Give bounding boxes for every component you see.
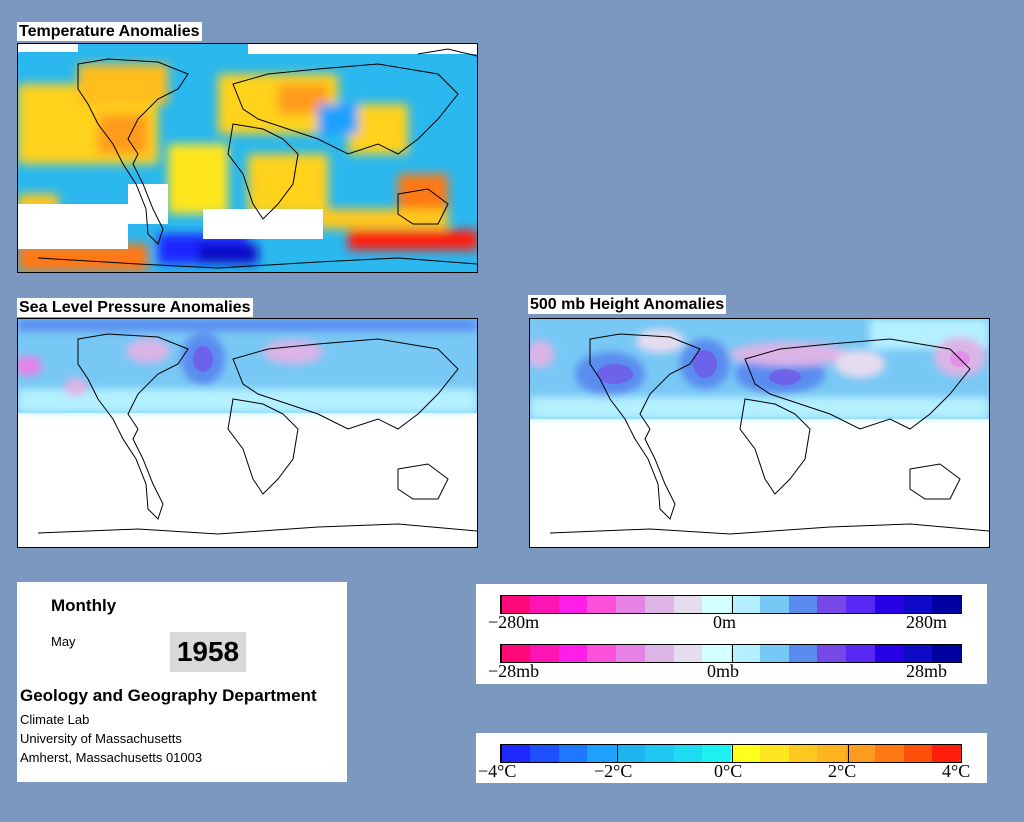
height500-anomaly-map [529, 318, 990, 548]
color-swatch [529, 745, 559, 762]
color-swatch [558, 596, 588, 613]
height-mid-label: 0m [713, 612, 737, 632]
color-swatch [903, 745, 933, 762]
scale-tick [616, 745, 618, 762]
period-label: Monthly [51, 596, 117, 615]
info-panel: Monthly May 1958 Geology and Geography D… [17, 582, 347, 782]
color-swatch [788, 596, 818, 613]
color-swatch [817, 645, 846, 662]
month-label: May [51, 634, 76, 649]
color-swatch [903, 596, 933, 613]
color-swatch [587, 596, 616, 613]
scale-tick [961, 596, 962, 613]
color-swatch [932, 745, 961, 762]
color-swatch [874, 645, 904, 662]
scale-tick [847, 745, 849, 762]
height-pressure-legend-panel: −280m 0m 280m −28mb 0mb 28mb [476, 584, 987, 684]
color-swatch [788, 645, 818, 662]
color-swatch [501, 596, 530, 613]
temp-label-3: 0°C [714, 761, 743, 781]
height500-map-title: 500 mb Height Anomalies [528, 295, 727, 314]
slp-map-title: Sea Level Pressure Anomalies [17, 298, 253, 317]
color-swatch [702, 745, 731, 762]
color-swatch [846, 745, 875, 762]
color-swatch [501, 645, 530, 662]
color-swatch [673, 645, 703, 662]
scale-tick [732, 645, 733, 662]
color-swatch [616, 745, 645, 762]
color-swatch [529, 596, 559, 613]
color-swatch [759, 745, 789, 762]
height-max-label: 280m [906, 612, 948, 632]
color-swatch [903, 645, 933, 662]
color-swatch [644, 645, 674, 662]
color-swatch [788, 745, 818, 762]
height-color-scale [500, 595, 962, 614]
color-swatch [932, 645, 961, 662]
color-swatch [846, 645, 875, 662]
temperature-color-scale [500, 744, 962, 763]
color-swatch [731, 745, 760, 762]
color-swatch [874, 596, 904, 613]
color-swatch [702, 645, 731, 662]
color-swatch [846, 596, 875, 613]
color-swatch [587, 745, 616, 762]
pressure-mid-label: 0mb [707, 661, 740, 681]
scale-tick [501, 596, 502, 613]
year-label: 1958 [170, 632, 246, 672]
color-swatch [731, 596, 760, 613]
pressure-min-label: −28mb [488, 661, 540, 681]
temperature-legend-panel: −4°C −2°C 0°C 2°C 4°C [476, 733, 987, 783]
color-swatch [587, 645, 616, 662]
color-swatch [874, 745, 904, 762]
lab-label: Climate Lab [20, 712, 90, 727]
color-swatch [817, 596, 846, 613]
scale-tick [501, 645, 502, 662]
sea-level-pressure-map [17, 318, 478, 548]
color-swatch [644, 596, 674, 613]
scale-tick [732, 745, 733, 762]
pressure-color-scale [500, 644, 962, 663]
pressure-max-label: 28mb [906, 661, 948, 681]
color-swatch [817, 745, 846, 762]
height-min-label: −280m [488, 612, 540, 632]
color-swatch [558, 645, 588, 662]
color-swatch [616, 645, 645, 662]
scale-tick [961, 745, 962, 762]
university-label: University of Massachusetts [20, 731, 182, 746]
temperature-anomaly-map [17, 43, 478, 273]
scale-tick [501, 745, 502, 762]
color-swatch [673, 596, 703, 613]
color-swatch [932, 596, 961, 613]
color-swatch [529, 645, 559, 662]
color-swatch [759, 596, 789, 613]
color-swatch [731, 645, 760, 662]
color-swatch [616, 596, 645, 613]
temp-label-5: 4°C [942, 761, 971, 781]
temp-label-2: −2°C [594, 761, 633, 781]
color-swatch [501, 745, 530, 762]
temp-label-1: −4°C [478, 761, 517, 781]
color-swatch [759, 645, 789, 662]
scale-tick [732, 596, 733, 613]
color-swatch [702, 596, 731, 613]
temperature-map-title: Temperature Anomalies [17, 22, 202, 41]
color-swatch [644, 745, 674, 762]
temp-label-4: 2°C [828, 761, 857, 781]
color-swatch [673, 745, 703, 762]
color-swatch [558, 745, 588, 762]
scale-tick [961, 645, 962, 662]
address-label: Amherst, Massachusetts 01003 [20, 750, 203, 765]
department-label: Geology and Geography Department [20, 686, 317, 705]
